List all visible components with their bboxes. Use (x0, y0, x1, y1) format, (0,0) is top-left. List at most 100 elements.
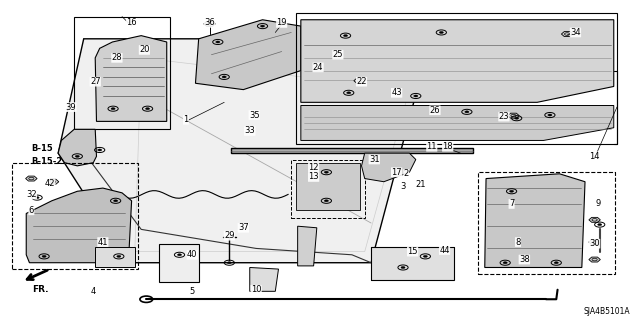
Text: 25: 25 (333, 50, 343, 59)
Text: 39: 39 (66, 103, 76, 112)
Polygon shape (159, 244, 198, 282)
Circle shape (35, 197, 39, 199)
Circle shape (439, 32, 444, 33)
Polygon shape (589, 217, 600, 222)
Circle shape (548, 114, 552, 116)
Polygon shape (371, 247, 454, 280)
Text: 2: 2 (404, 169, 409, 178)
Text: 26: 26 (429, 106, 440, 115)
Polygon shape (58, 129, 97, 166)
Circle shape (111, 108, 115, 110)
Polygon shape (296, 163, 360, 210)
Text: 20: 20 (139, 45, 150, 55)
Polygon shape (95, 247, 135, 268)
Text: 15: 15 (407, 247, 418, 256)
Circle shape (401, 266, 405, 269)
Text: 27: 27 (90, 77, 100, 86)
Polygon shape (589, 257, 600, 262)
Polygon shape (26, 188, 132, 263)
Circle shape (465, 111, 469, 113)
Circle shape (98, 149, 102, 151)
Circle shape (344, 35, 348, 37)
Text: 18: 18 (442, 142, 453, 151)
Text: 10: 10 (251, 285, 261, 294)
Text: 32: 32 (26, 190, 36, 199)
Circle shape (177, 254, 182, 256)
Text: 35: 35 (249, 111, 260, 120)
Circle shape (598, 224, 602, 226)
Text: 41: 41 (98, 238, 108, 247)
Text: 36: 36 (204, 19, 215, 27)
Text: 37: 37 (238, 223, 249, 232)
Text: B-15: B-15 (31, 144, 53, 153)
Text: 42: 42 (45, 179, 55, 188)
Text: 8: 8 (515, 238, 521, 247)
Circle shape (227, 262, 232, 264)
Polygon shape (589, 240, 600, 245)
Text: 28: 28 (111, 53, 122, 62)
Circle shape (145, 108, 150, 110)
Polygon shape (298, 226, 317, 266)
Text: 22: 22 (356, 77, 367, 86)
Circle shape (554, 262, 558, 264)
Text: 11: 11 (426, 142, 437, 151)
Circle shape (509, 190, 514, 192)
Text: 16: 16 (126, 19, 137, 27)
Text: 33: 33 (244, 126, 255, 135)
Text: 17: 17 (391, 168, 402, 177)
Text: SJA4B5101A: SJA4B5101A (583, 307, 630, 316)
Text: 21: 21 (415, 181, 426, 189)
Text: FR.: FR. (32, 285, 49, 294)
Polygon shape (484, 174, 585, 268)
Text: 31: 31 (369, 155, 380, 164)
Text: 38: 38 (519, 255, 530, 264)
Text: 24: 24 (313, 63, 323, 72)
Text: 30: 30 (589, 239, 600, 248)
Polygon shape (95, 36, 167, 122)
Circle shape (324, 171, 328, 173)
Text: 23: 23 (499, 112, 509, 121)
Circle shape (347, 92, 351, 94)
Text: 4: 4 (91, 287, 96, 296)
Text: 5: 5 (189, 287, 195, 296)
Text: 3: 3 (401, 182, 406, 191)
Polygon shape (301, 106, 614, 140)
Polygon shape (230, 148, 473, 153)
Polygon shape (195, 20, 301, 90)
Circle shape (260, 25, 264, 27)
Text: 44: 44 (439, 246, 450, 255)
Polygon shape (58, 39, 422, 263)
Text: 14: 14 (589, 152, 600, 161)
Polygon shape (301, 20, 614, 102)
Circle shape (324, 200, 328, 202)
Circle shape (216, 41, 220, 43)
Polygon shape (47, 179, 59, 184)
Text: 7: 7 (509, 199, 515, 208)
Circle shape (42, 255, 46, 257)
Text: B-15-2: B-15-2 (31, 157, 63, 166)
Circle shape (116, 255, 121, 257)
Polygon shape (354, 78, 365, 83)
Polygon shape (561, 32, 573, 36)
Polygon shape (508, 113, 519, 118)
Text: 34: 34 (570, 28, 580, 37)
Text: 13: 13 (308, 173, 319, 182)
Circle shape (413, 95, 418, 97)
Text: 43: 43 (391, 88, 402, 97)
Polygon shape (26, 176, 37, 181)
Text: 40: 40 (187, 250, 198, 259)
Circle shape (423, 255, 428, 257)
Text: 6: 6 (29, 206, 34, 215)
Text: 9: 9 (595, 199, 600, 208)
Text: 1: 1 (183, 115, 189, 124)
Circle shape (76, 155, 79, 157)
Circle shape (515, 117, 519, 119)
Text: 12: 12 (308, 163, 319, 172)
Circle shape (114, 200, 118, 202)
Polygon shape (204, 21, 215, 26)
Polygon shape (362, 153, 416, 182)
Circle shape (222, 76, 227, 78)
Text: 19: 19 (276, 19, 287, 27)
Circle shape (503, 262, 508, 264)
Polygon shape (250, 268, 278, 291)
